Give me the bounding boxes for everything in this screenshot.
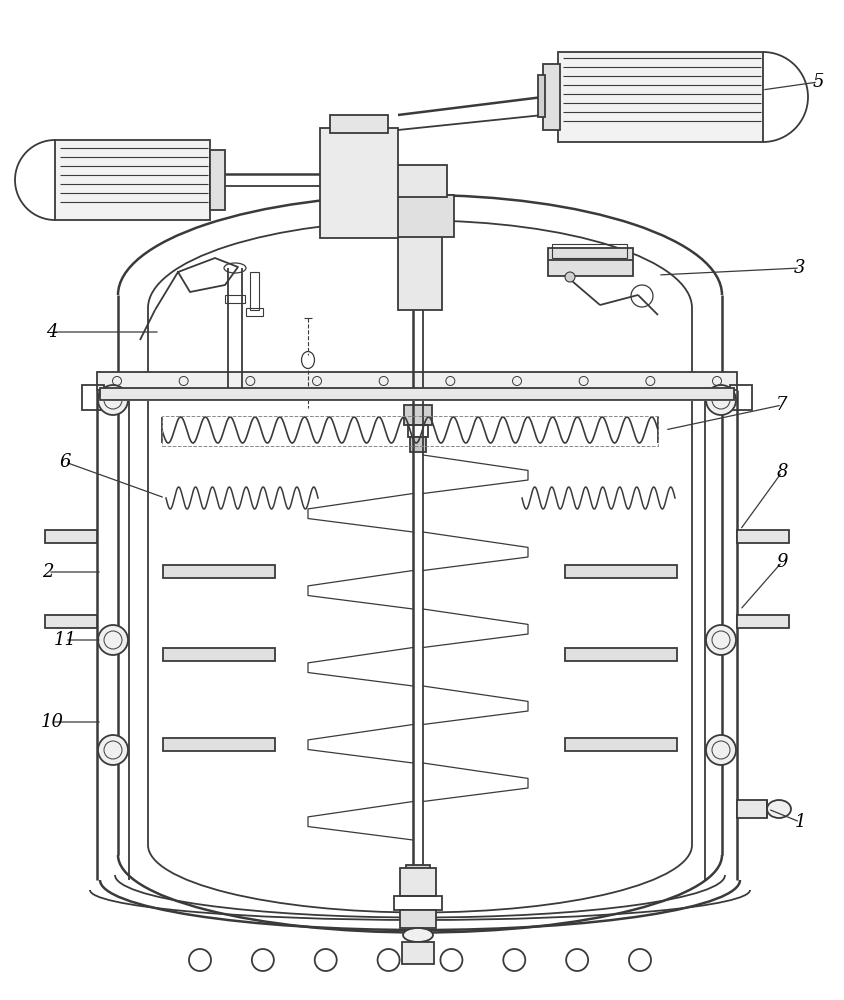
Bar [82, 385, 104, 410]
Text: 10: 10 [41, 713, 63, 731]
Bar [55, 140, 210, 220]
Ellipse shape [403, 928, 433, 942]
Ellipse shape [706, 625, 736, 655]
Bar [737, 615, 789, 628]
Bar [97, 372, 737, 390]
Text: 7: 7 [776, 396, 787, 414]
Bar [552, 244, 627, 258]
Bar [45, 530, 97, 543]
Bar [408, 425, 428, 437]
Bar [163, 648, 275, 661]
Text: 1: 1 [794, 813, 806, 831]
Ellipse shape [565, 272, 575, 282]
Bar [400, 868, 436, 896]
Text: 2: 2 [42, 563, 54, 581]
Bar [162, 416, 658, 446]
Bar [330, 115, 388, 133]
Bar [163, 738, 275, 751]
Bar [543, 64, 560, 130]
Ellipse shape [706, 735, 736, 765]
Bar [538, 75, 545, 117]
Text: 3: 3 [794, 259, 806, 277]
Bar [730, 385, 752, 410]
Bar [737, 530, 789, 543]
Bar [246, 308, 263, 316]
Bar [737, 800, 767, 818]
Bar [565, 565, 677, 578]
Bar [565, 738, 677, 751]
Text: 6: 6 [59, 453, 71, 471]
Bar [250, 272, 259, 310]
Bar [386, 195, 454, 237]
Text: 4: 4 [46, 323, 57, 341]
Bar [45, 615, 97, 628]
Bar [410, 437, 426, 452]
Text: 8: 8 [776, 463, 787, 481]
Bar [320, 128, 398, 238]
Bar [402, 942, 434, 964]
Text: 5: 5 [812, 73, 824, 91]
Bar [225, 295, 245, 303]
Bar [406, 865, 430, 885]
Ellipse shape [98, 385, 128, 415]
Bar [400, 910, 436, 928]
Ellipse shape [706, 385, 736, 415]
Bar [393, 165, 447, 197]
Text: 9: 9 [776, 553, 787, 571]
Text: 11: 11 [53, 631, 77, 649]
Ellipse shape [767, 800, 791, 818]
Bar [394, 896, 442, 910]
Bar [100, 388, 734, 400]
Bar [558, 52, 763, 142]
Bar [565, 648, 677, 661]
Bar [163, 565, 275, 578]
Bar [210, 150, 225, 210]
Ellipse shape [98, 625, 128, 655]
Bar [404, 405, 432, 425]
Bar [398, 235, 442, 310]
Bar [548, 248, 633, 276]
Ellipse shape [98, 735, 128, 765]
